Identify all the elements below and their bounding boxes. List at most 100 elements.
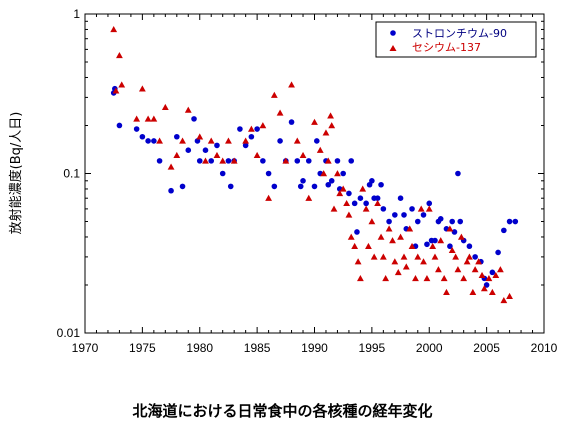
cs137-point bbox=[365, 242, 372, 249]
cs137-point bbox=[184, 106, 192, 113]
cs137-point bbox=[460, 274, 468, 282]
cs137-point bbox=[385, 225, 393, 232]
cs137-point bbox=[327, 112, 334, 119]
cs137-point bbox=[247, 125, 255, 132]
cs137-point bbox=[429, 242, 437, 249]
sr90-point bbox=[174, 133, 180, 140]
cs137-point bbox=[242, 137, 250, 144]
sr90-point bbox=[512, 218, 519, 225]
sr90-point bbox=[185, 147, 192, 153]
sr90-point bbox=[145, 138, 151, 144]
sr90-point bbox=[354, 229, 360, 235]
sr90-point bbox=[334, 158, 341, 164]
cs137-point bbox=[253, 151, 261, 159]
sr90-point bbox=[248, 133, 255, 140]
sr90-point bbox=[194, 138, 201, 144]
cs137-point bbox=[488, 288, 496, 296]
data-points bbox=[110, 26, 519, 304]
cs137-point bbox=[469, 288, 477, 296]
sr90-point bbox=[313, 138, 320, 144]
cs137-point bbox=[496, 266, 504, 273]
sr90-point bbox=[297, 183, 304, 190]
sr90-point bbox=[457, 218, 464, 225]
cs137-point bbox=[351, 242, 359, 249]
legend-box bbox=[375, 21, 537, 58]
cs137-point bbox=[343, 199, 351, 207]
cs137-point bbox=[492, 271, 500, 279]
cs137-point bbox=[339, 185, 347, 192]
sr90-point bbox=[242, 142, 249, 149]
cs137-point bbox=[202, 157, 209, 164]
cs137-point bbox=[440, 274, 448, 282]
cs137-point bbox=[336, 190, 344, 197]
legend-label-sr90: ストロンチウム-90 bbox=[412, 27, 507, 40]
cs137-point bbox=[156, 137, 163, 144]
sr90-point bbox=[495, 249, 501, 256]
cs137-point bbox=[448, 246, 456, 254]
cs137-point bbox=[334, 170, 341, 177]
sr90-point bbox=[449, 218, 456, 225]
sr90-point bbox=[346, 190, 352, 197]
cs137-point bbox=[463, 258, 471, 265]
x-tick-label: 1975 bbox=[129, 341, 156, 355]
cs137-point bbox=[219, 157, 227, 164]
x-tick-label: 2010 bbox=[531, 341, 558, 355]
cs137-point bbox=[282, 157, 290, 164]
sr90-point bbox=[254, 126, 260, 132]
axis-ticks: 1970 1975 1980 1985 1990 1995 2000 2005 2010 0.01… bbox=[57, 7, 558, 355]
sr90-point bbox=[447, 243, 453, 250]
legend-item-sr90: ストロンチウム-90 bbox=[390, 27, 507, 40]
sr90-point bbox=[214, 142, 220, 149]
cs137-point bbox=[414, 253, 422, 260]
cs137-point bbox=[144, 115, 152, 122]
legend-marker-cs137 bbox=[389, 45, 397, 51]
cs137-point bbox=[110, 26, 118, 33]
sr90-point bbox=[437, 215, 444, 222]
cs137-point bbox=[377, 233, 385, 240]
sr90-point bbox=[348, 158, 355, 164]
cs137-point bbox=[402, 263, 410, 270]
sr90-point bbox=[369, 177, 375, 184]
cs137-point bbox=[305, 194, 313, 201]
sr90-point bbox=[363, 200, 369, 207]
cs137-point bbox=[322, 129, 330, 136]
cs137-point bbox=[357, 274, 364, 282]
cs137-point bbox=[362, 205, 370, 212]
cs137-point bbox=[330, 205, 338, 212]
sr90-point bbox=[397, 195, 404, 202]
cs137-point bbox=[389, 237, 396, 244]
legend: ストロンチウム-90 セシウム-137 bbox=[375, 21, 537, 58]
sr90-point bbox=[219, 170, 226, 177]
cs137-point bbox=[368, 218, 376, 225]
cs137-point bbox=[112, 87, 120, 94]
sr90-point bbox=[420, 212, 427, 218]
cs137-point bbox=[138, 85, 146, 92]
sr90-point bbox=[432, 237, 438, 244]
sr90-point bbox=[392, 212, 398, 218]
cs137-point bbox=[320, 170, 328, 177]
cs137-point bbox=[425, 205, 433, 212]
cs137-point bbox=[466, 253, 473, 260]
cs137-point bbox=[417, 205, 425, 212]
legend-marker-sr90 bbox=[390, 30, 396, 36]
sr90-point bbox=[328, 177, 335, 184]
sr90-point bbox=[179, 183, 186, 190]
sr90-point bbox=[466, 243, 473, 250]
cs137-point bbox=[167, 163, 175, 170]
cs137-point bbox=[443, 288, 450, 296]
sr90-point bbox=[300, 177, 306, 184]
sr90-point bbox=[196, 158, 203, 164]
sr90-point bbox=[116, 122, 123, 129]
cs137-point bbox=[328, 122, 336, 129]
x-tick-label: 2000 bbox=[416, 341, 443, 355]
cs137-point bbox=[150, 115, 158, 122]
x-tick-label: 1985 bbox=[244, 341, 271, 355]
sr90-point bbox=[202, 147, 209, 153]
chart-title: 北海道における日常食中の各核種の経年変化 bbox=[132, 402, 433, 420]
cs137-point bbox=[265, 194, 272, 201]
cs137-point bbox=[506, 292, 513, 299]
chart-svg: 1970 1975 1980 1985 1990 1995 2000 2005 2010 0.01… bbox=[8, 7, 558, 355]
sr90-point bbox=[133, 126, 140, 132]
x-tick-label: 1980 bbox=[186, 341, 213, 355]
sr90-point bbox=[208, 158, 215, 164]
